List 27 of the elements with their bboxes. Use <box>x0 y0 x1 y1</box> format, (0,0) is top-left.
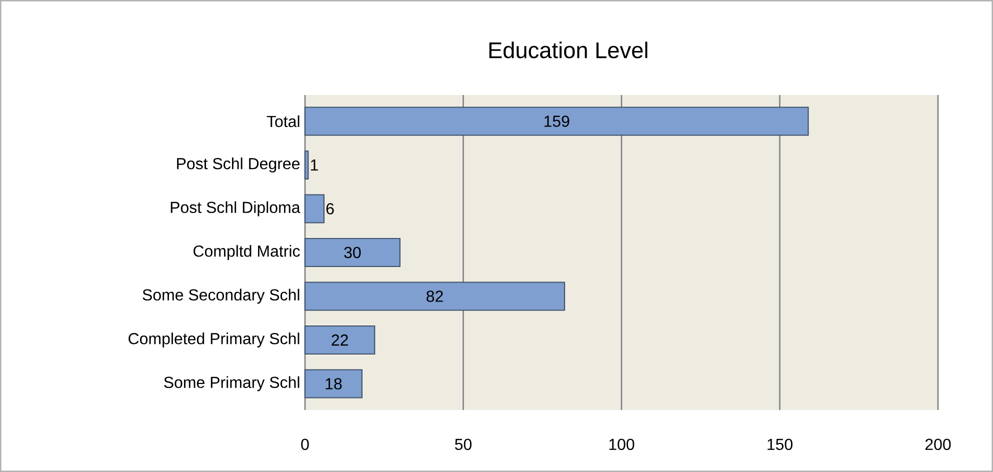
y-tick-label: Post Schl Diploma <box>170 201 300 216</box>
y-tick-label: Completed Primary Schl <box>128 332 300 348</box>
bar <box>304 282 566 311</box>
data-label: 30 <box>344 246 361 258</box>
y-tick-label: Total <box>266 115 300 128</box>
data-label: 159 <box>544 116 570 127</box>
y-tick-label: Post Schl Degree <box>177 158 300 172</box>
y-tick-label: Compltd Matric <box>194 245 300 260</box>
bar <box>304 325 376 355</box>
x-tick-label: 150 <box>768 438 792 450</box>
chart-title: Education Level <box>489 42 648 58</box>
bar <box>304 238 400 268</box>
data-label: 6 <box>326 203 334 214</box>
y-tick-label: Some Secondary Schl <box>142 288 300 304</box>
data-label: 1 <box>310 160 318 171</box>
bar <box>304 194 325 224</box>
data-label: 82 <box>426 290 443 302</box>
bar <box>304 150 309 180</box>
x-tick-label: 50 <box>455 438 472 450</box>
data-label: 18 <box>326 378 342 390</box>
bar <box>304 369 363 398</box>
x-tick-label: 0 <box>301 438 309 450</box>
bar <box>304 106 809 136</box>
x-tick-label: 200 <box>925 438 951 450</box>
x-tick-label: 100 <box>609 438 634 450</box>
y-tick-label: Some Primary Schl <box>164 376 300 392</box>
data-label: 22 <box>332 334 348 346</box>
